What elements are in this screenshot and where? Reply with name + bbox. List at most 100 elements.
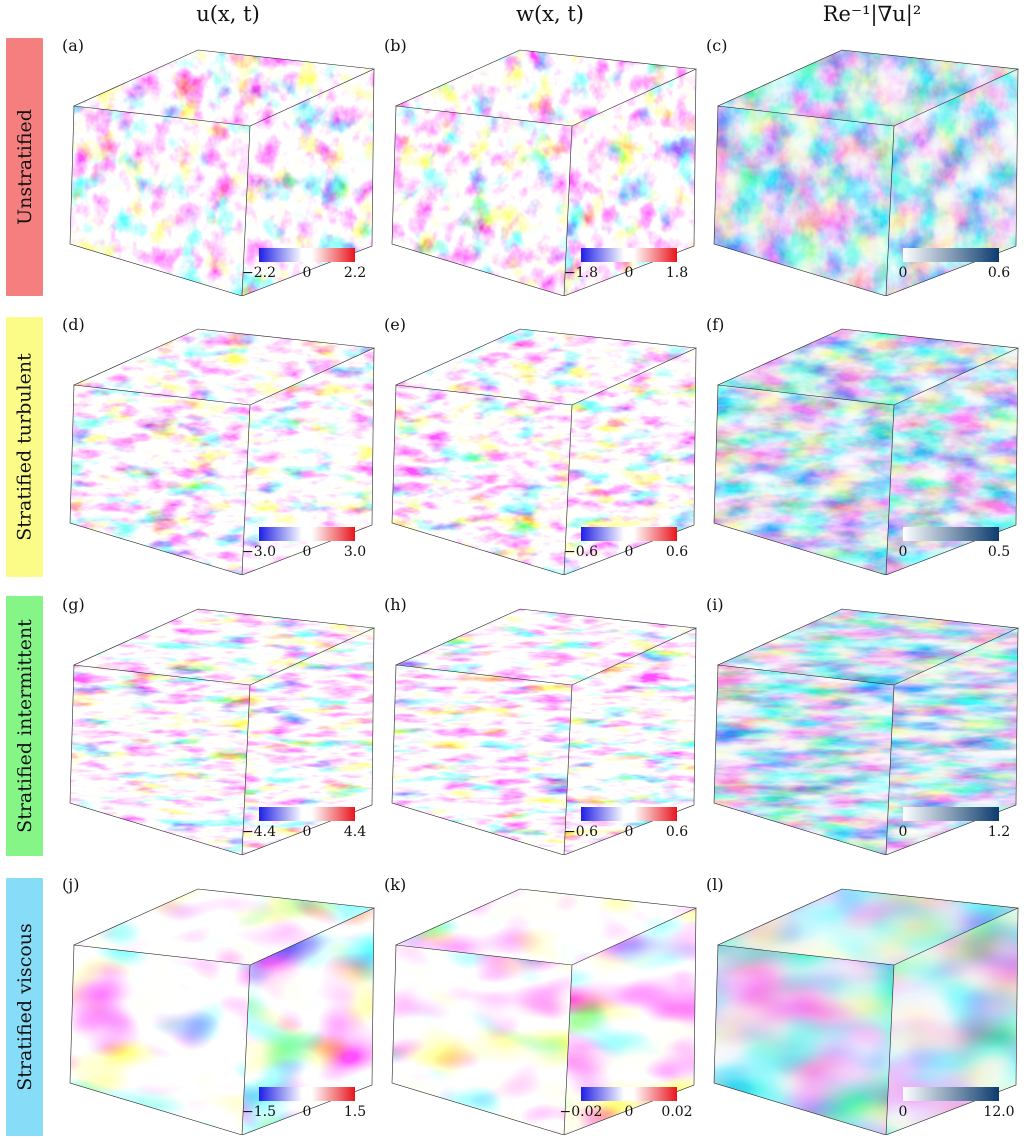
panel-tag: (f) (706, 315, 725, 334)
panel-l: (l) 0 12.0 (706, 875, 1031, 1135)
colorbar-label-max: 0.02 (661, 1104, 693, 1120)
column-header-u: u(x, t) (196, 2, 260, 26)
panel-e: (e) −0.6 0 0.6 (384, 315, 709, 575)
box-edges (391, 888, 698, 1135)
colorbar: 0 0.5 (899, 527, 1010, 563)
colorbar-label-mid: 0 (302, 824, 312, 840)
column-header-w: w(x, t) (516, 2, 584, 26)
box-edges (713, 328, 1020, 575)
panel-d: (d) −3.0 0 3.0 (62, 315, 387, 575)
field-box-render (713, 328, 1020, 575)
colorbar-label-min: 0 (898, 824, 908, 840)
colorbar-label-min: −1.5 (242, 1104, 276, 1120)
colorbar-label-max: 1.5 (343, 1104, 367, 1120)
colorbar-gradient (581, 248, 677, 262)
colorbar-label-max: 0.6 (987, 265, 1011, 281)
panel-tag: (k) (384, 875, 407, 894)
field-box-render (713, 888, 1020, 1135)
row-label-stratified-viscous: Stratified viscous (6, 878, 43, 1136)
panel-b: (b) −1.8 0 1.8 (384, 36, 709, 296)
box-edges (69, 608, 376, 855)
box-edges (713, 888, 1020, 1135)
box-edges (69, 888, 376, 1135)
colorbar-gradient (581, 1087, 677, 1101)
row-label-stratified-intermittent: Stratified intermittent (6, 596, 43, 856)
field-box-render (713, 608, 1020, 855)
colorbar: −2.2 0 2.2 (242, 248, 366, 284)
colorbar: 0 12.0 (899, 1087, 1015, 1123)
colorbar-label-max: 0.5 (987, 544, 1011, 560)
panel-tag: (c) (706, 36, 728, 55)
colorbar: −0.6 0 0.6 (564, 807, 688, 843)
colorbar-label-max: 12.0 (983, 1104, 1015, 1120)
colorbar-gradient (903, 248, 999, 262)
panel-tag: (e) (384, 315, 406, 334)
colorbar-label-mid: 0 (302, 265, 312, 281)
colorbar: −0.02 0 0.02 (560, 1087, 693, 1123)
colorbar-gradient (903, 1087, 999, 1101)
colorbar-gradient (581, 527, 677, 541)
colorbar: −1.5 0 1.5 (242, 1087, 366, 1123)
panel-tag: (d) (62, 315, 85, 334)
field-box-render (69, 328, 376, 575)
panel-c: (c) 0 0.6 (706, 36, 1031, 296)
colorbar-label-max: 3.0 (343, 544, 367, 560)
panel-j: (j) −1.5 0 1.5 (62, 875, 387, 1135)
colorbar: −1.8 0 1.8 (564, 248, 688, 284)
colorbar: −0.6 0 0.6 (564, 527, 688, 563)
colorbar-gradient (259, 248, 355, 262)
field-box-render (69, 49, 376, 296)
box-edges (69, 49, 376, 296)
colorbar-label-max: 1.2 (987, 824, 1011, 840)
panel-tag: (a) (62, 36, 85, 55)
box-edges (391, 49, 698, 296)
box-edges (713, 49, 1020, 296)
row-label-unstratified: Unstratified (6, 38, 43, 296)
panel-g: (g) −4.4 0 4.4 (62, 595, 387, 855)
box-edges (391, 328, 698, 575)
colorbar-gradient (259, 527, 355, 541)
colorbar-label-max: 4.4 (343, 824, 367, 840)
panel-i: (i) 0 1.2 (706, 595, 1031, 855)
colorbar-label-min: −2.2 (242, 265, 276, 281)
colorbar-gradient (903, 527, 999, 541)
panel-tag: (h) (384, 595, 407, 614)
column-header-dissipation: Re⁻¹|∇u|² (822, 2, 922, 26)
colorbar-label-max: 2.2 (343, 265, 367, 281)
panel-tag: (b) (384, 36, 407, 55)
panel-k: (k) −0.02 0 0.02 (384, 875, 709, 1135)
colorbar-label-min: −3.0 (242, 544, 276, 560)
colorbar-label-mid: 0 (624, 544, 634, 560)
colorbar-label-min: −1.8 (564, 265, 598, 281)
panel-f: (f) 0 0.5 (706, 315, 1031, 575)
field-box-render (391, 49, 698, 296)
panel-tag: (l) (706, 875, 724, 894)
colorbar-label-mid: 0 (624, 1104, 634, 1120)
colorbar: −4.4 0 4.4 (242, 807, 366, 843)
colorbar-label-min: −0.6 (564, 544, 598, 560)
panel-h: (h) −0.6 0 0.6 (384, 595, 709, 855)
colorbar-gradient (903, 807, 999, 821)
colorbar-label-min: −4.4 (242, 824, 276, 840)
panel-tag: (i) (706, 595, 724, 614)
colorbar-label-mid: 0 (624, 265, 634, 281)
colorbar-label-max: 0.6 (665, 544, 689, 560)
panel-a: (a) −2.2 0 2.2 (62, 36, 387, 296)
colorbar-label-min: 0 (898, 1104, 908, 1120)
colorbar-label-max: 1.8 (665, 265, 689, 281)
box-edges (391, 608, 698, 855)
colorbar-gradient (259, 1087, 355, 1101)
box-edges (69, 328, 376, 575)
colorbar-label-mid: 0 (624, 824, 634, 840)
panel-tag: (g) (62, 595, 85, 614)
colorbar: −3.0 0 3.0 (242, 527, 366, 563)
colorbar-gradient (581, 807, 677, 821)
panel-tag: (j) (62, 875, 80, 894)
colorbar: 0 0.6 (899, 248, 1010, 284)
colorbar-label-mid: 0 (302, 544, 312, 560)
colorbar-label-max: 0.6 (665, 824, 689, 840)
colorbar-label-min: 0 (898, 544, 908, 560)
colorbar-label-min: −0.02 (559, 1104, 603, 1120)
colorbar-gradient (259, 807, 355, 821)
colorbar-label-min: 0 (898, 265, 908, 281)
